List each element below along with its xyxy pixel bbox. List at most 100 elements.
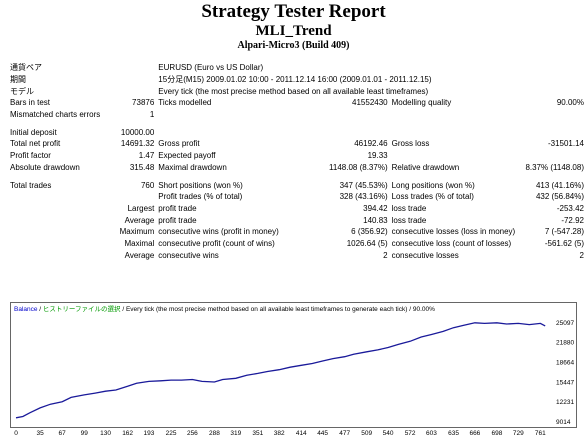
lt-value: 432 (56.84%) [535,192,584,202]
avg-consecutive-row: Average consecutive wins 2 consecutive l… [8,249,586,261]
x-tick-label-13: 414 [296,430,307,437]
x-tick-label-5: 162 [122,430,133,437]
x-tick-label-9: 288 [209,430,220,437]
pt-label: Profit trades (% of total) [158,192,243,202]
x-tick-label-3: 99 [81,430,89,437]
y-tick-label-2: 15447 [556,379,574,386]
average-loss-label: loss trade [391,215,427,225]
pf-value: 1.47 [138,151,155,161]
largest-row: Largest profit trade 394.42 loss trade -… [8,203,586,215]
max-wins-label: consecutive wins (profit in money) [158,227,279,237]
maximum-row: Maximum consecutive wins (profit in mone… [8,226,586,238]
trades-label: Total trades [10,180,52,190]
pt-value: 328 (43.16%) [339,192,388,202]
payoff-label: Expected payoff [158,151,216,161]
avg2-label: Average [124,250,155,260]
largest-label: Largest [127,203,155,213]
mx-loss-label: consecutive loss (count of losses) [391,238,512,248]
short-value: 347 (45.53%) [339,180,388,190]
model-value: Every tick (the most precise method base… [158,86,429,96]
report-table: 通貨ペア EURUSD (Euro vs US Dollar) 期間 15分足(… [8,62,586,261]
largest-loss-label: loss trade [391,203,427,213]
lt-label: Loss trades (% of total) [391,192,474,202]
largest-profit-label: profit trade [158,203,197,213]
long-value: 413 (41.16%) [535,180,584,190]
x-tick-label-2: 67 [59,430,67,437]
x-tick-label-1: 35 [36,430,44,437]
period-value: 15分足(M15) 2009.01.02 10:00 - 2011.12.14 … [158,75,432,85]
x-tick-label-22: 698 [492,430,503,437]
x-tick-label-20: 635 [448,430,459,437]
legend-sep-2: / [121,306,126,313]
average-loss-value: -72.92 [561,215,584,225]
quality-label: Modelling quality [391,98,452,108]
deposit-row: Initial deposit 10000.00 [8,126,586,138]
model-row: モデル Every tick (the most precise method … [8,85,586,97]
y-tick-label-0: 9014 [556,419,571,426]
rel-dd-label: Relative drawdown [391,162,460,172]
average-label: Average [124,215,155,225]
balance-chart-svg: Balance / ヒストリーファイルの選択 / Every tick (the… [10,302,577,437]
average-profit-label: profit trade [158,215,197,225]
x-tick-label-18: 572 [405,430,416,437]
abs-dd-value: 315.48 [129,162,155,172]
ticks-label: Ticks modelled [158,98,212,108]
long-label: Long positions (won %) [391,180,475,190]
mx-profit-value: 1026.64 (5) [346,238,388,248]
avg-wins-label: consecutive wins [158,250,219,260]
x-tick-label-15: 477 [339,430,350,437]
deposit-label: Initial deposit [10,127,57,137]
trades-value: 760 [140,180,155,190]
symbol-row: 通貨ペア EURUSD (Euro vs US Dollar) [8,62,586,74]
max-wins-value: 6 (356.92) [351,227,388,237]
x-tick-label-23: 729 [513,430,524,437]
gross-profit-value: 46192.46 [354,139,388,149]
y-tick-label-5: 25097 [556,320,574,327]
period-row: 期間 15分足(M15) 2009.01.02 10:00 - 2011.12.… [8,74,586,86]
y-tick-label-3: 18664 [556,359,574,366]
pf-row: Profit factor 1.47 Expected payoff 19.33 [8,150,586,162]
y-tick-label-4: 21880 [556,340,574,347]
balance-line [15,322,546,419]
max-losses-label: consecutive losses (loss in money) [391,227,516,237]
legend-model: Every tick (the most precise method base… [126,306,407,313]
payoff-value: 19.33 [367,151,388,161]
mismatch-row: Mismatched charts errors 1 [8,109,586,121]
largest-profit-value: 394.42 [363,203,388,213]
quality-value: 90.00% [556,98,584,108]
avg-losses-label: consecutive losses [391,250,459,260]
legend-history: ヒストリーファイルの選択 [43,304,121,313]
average-profit-value: 140.83 [363,215,388,225]
gross-loss-value: -31501.14 [547,139,584,149]
maximum-label: Maximum [119,227,155,237]
bars-label: Bars in test [10,98,51,108]
symbol-value: EURUSD (Euro vs US Dollar) [158,63,264,73]
mismatch-label: Mismatched charts errors [10,110,101,120]
mismatch-value: 1 [149,110,155,120]
x-tick-label-4: 130 [100,430,111,437]
x-tick-label-16: 509 [361,430,372,437]
x-tick-label-10: 319 [230,430,241,437]
max-dd-value: 1148.08 (8.37%) [329,162,388,172]
net-label: Total net profit [10,139,61,149]
max-losses-value: 7 (-547.28) [544,227,584,237]
chart-border [10,302,577,428]
pf-label: Profit factor [10,151,51,161]
model-label: モデル [10,86,34,96]
gross-profit-label: Gross profit [158,139,200,149]
net-row: Total net profit 14691.32 Gross profit 4… [8,138,586,150]
x-tick-label-11: 351 [252,430,263,437]
mx-profit-label: consecutive profit (count of wins) [158,238,275,248]
x-tick-label-12: 382 [274,430,285,437]
x-tick-label-7: 225 [166,430,177,437]
ticks-value: 41552430 [352,98,388,108]
legend-sep-3: / [407,306,412,313]
x-tick-label-24: 761 [535,430,546,437]
gross-loss-label: Gross loss [391,139,430,149]
server-name: Alpari-Micro3 (Build 409) [237,40,350,51]
x-tick-label-19: 603 [426,430,437,437]
x-tick-label-8: 256 [187,430,198,437]
profit-trades-row: Profit trades (% of total) 328 (43.16%) … [8,191,586,203]
deposit-value: 10000.00 [120,127,155,137]
legend-balance: Balance [14,306,38,313]
